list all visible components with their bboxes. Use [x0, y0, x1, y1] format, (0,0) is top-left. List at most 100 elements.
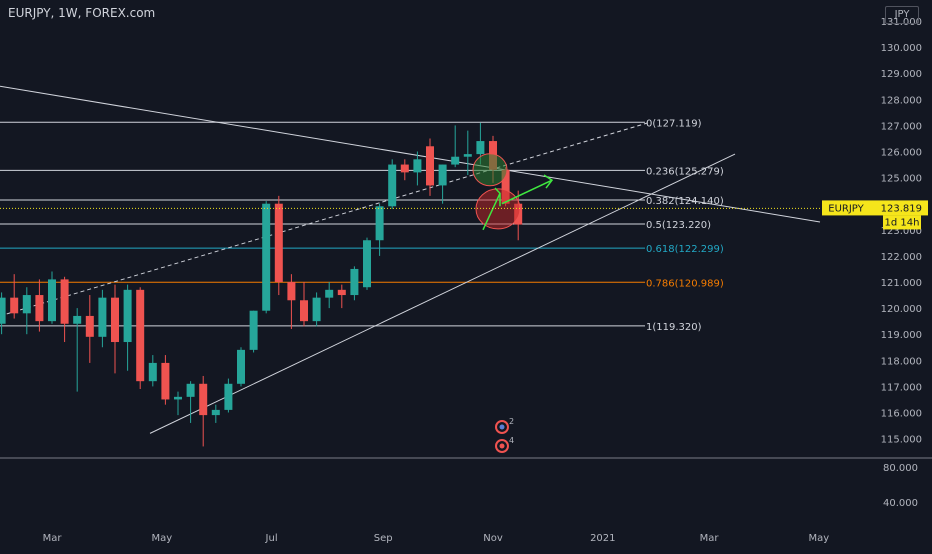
candle-body [262, 203, 271, 311]
time-tick-label: 2021 [590, 533, 615, 544]
fibonacci-levels[interactable]: 0(127.119) 0.236(125.279) 0.382(124.140) 0.… [0, 118, 724, 333]
lower-pane: 80.000 40.000 2 4 [0, 417, 932, 509]
projection-arrowhead-2 [543, 174, 554, 189]
candle-body [300, 300, 308, 322]
candle-body [413, 159, 422, 173]
event-marker-count: 4 [509, 436, 514, 445]
price-tick-label: 122.000 [881, 252, 922, 263]
price-tick-label: 116.000 [881, 409, 922, 420]
candle-body [388, 164, 397, 207]
currency-button[interactable]: JPY [885, 6, 919, 24]
candle-body [186, 383, 195, 397]
candle-body [211, 409, 220, 416]
candle-body [438, 164, 447, 186]
time-tick-label: May [808, 533, 829, 544]
candle-body [35, 295, 44, 322]
event-marker-dot [499, 424, 505, 430]
projection-arrow-2 [501, 179, 553, 205]
projection-arrow-1 [482, 192, 501, 231]
descending-trendline [0, 85, 821, 223]
price-tick-label: 117.000 [881, 382, 922, 393]
fib-level-label: 0.786(120.989) [646, 278, 724, 289]
time-tick-label: Nov [483, 533, 503, 544]
price-tick-label: 127.000 [881, 121, 922, 132]
candle-body [274, 203, 283, 282]
candle-body [463, 154, 472, 157]
price-tick-label: 126.000 [881, 148, 922, 159]
candle-body [224, 383, 233, 410]
candle-body [249, 310, 258, 350]
dashed-channel-line [0, 122, 649, 317]
candle-body [375, 206, 384, 241]
candle-body [48, 279, 56, 322]
symbol-tag: EURJPY [828, 203, 864, 214]
trendlines[interactable] [0, 85, 821, 434]
candle-body [350, 268, 359, 296]
price-tick-label: 121.000 [881, 278, 922, 289]
candle-body [174, 396, 182, 400]
price-axis[interactable]: 131.000 130.000 129.000 128.000 127.000 126.0… [0, 17, 928, 446]
fib-level-label: 0.382(124.140) [646, 196, 724, 207]
price-tick-label: 128.000 [881, 95, 922, 106]
candle-body [501, 169, 510, 204]
fib-level-label: 0.5(123.220) [646, 220, 711, 231]
projection-arrowhead-1 [494, 187, 501, 207]
last-price-tag-bg [870, 200, 928, 216]
price-tick-label: 119.000 [881, 330, 922, 341]
price-tick-label: 130.000 [881, 43, 922, 54]
candle-body [60, 279, 69, 324]
price-tick-label: 118.000 [881, 356, 922, 367]
candle-body [325, 289, 334, 298]
candle-body [10, 297, 19, 314]
candle-body [85, 315, 94, 337]
time-axis[interactable]: Mar May Jul Sep Nov 2021 Mar May [43, 533, 830, 544]
fib-level-label: 0.236(125.279) [646, 166, 724, 177]
time-tick-label: May [151, 533, 172, 544]
candle-body [123, 289, 132, 343]
candle-body [161, 362, 170, 400]
candle-body [237, 349, 245, 384]
fib-level-label: 0.618(122.299) [646, 244, 724, 255]
price-tick-label: 129.000 [881, 69, 922, 80]
candle-body [451, 156, 460, 165]
candle-body [136, 289, 145, 382]
fib-level-label: 1(119.320) [646, 322, 702, 333]
candle-body [312, 297, 321, 322]
candle-body [98, 297, 107, 337]
highlight-circle-green [472, 153, 508, 187]
time-tick-label: Mar [43, 533, 63, 544]
candle-body [199, 383, 208, 416]
candle-body [111, 297, 119, 343]
fib-level-label: 0(127.119) [646, 118, 702, 129]
price-tick-label: 123.000 [881, 226, 922, 237]
candle-body [363, 240, 371, 288]
candle-body [148, 362, 157, 382]
price-tick-label: 115.000 [881, 435, 922, 446]
price-tick-label: 131.000 [881, 17, 922, 28]
candle-body [22, 295, 31, 314]
countdown-tag: 1d 14h [885, 217, 920, 228]
candle-body [0, 297, 6, 324]
time-tick-label: Mar [700, 533, 720, 544]
time-tick-label: Jul [265, 533, 278, 544]
candle-body [426, 146, 434, 186]
chart-title: EURJPY, 1W, FOREX.com [8, 6, 156, 20]
event-marker-count: 2 [509, 417, 514, 426]
candle-body [73, 315, 82, 324]
time-tick-label: Sep [374, 533, 393, 544]
last-price-tag: 123.819 [881, 203, 922, 214]
candle-body [400, 164, 409, 173]
event-marker-dot [499, 443, 505, 449]
price-tick-label: 120.000 [881, 304, 922, 315]
candle-body [337, 289, 346, 296]
price-tick-label: 125.000 [881, 174, 922, 185]
symbol-tag-bg [822, 200, 870, 216]
candle-body [287, 282, 296, 301]
countdown-tag-bg [883, 215, 921, 230]
lower-pane-tick-label: 40.000 [883, 498, 918, 509]
lower-pane-tick-label: 80.000 [883, 463, 918, 474]
candle-body [476, 141, 485, 155]
